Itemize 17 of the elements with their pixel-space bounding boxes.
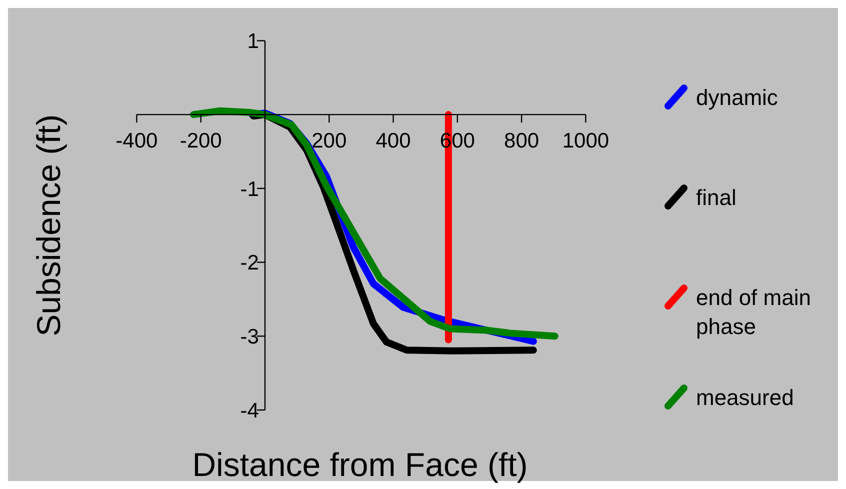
x-tick-label: 1000 <box>562 130 610 153</box>
y-axis-title: Subsidence (ft) <box>30 114 67 336</box>
y-tick-label: -3 <box>240 325 259 348</box>
x-tick-label: 200 <box>312 130 347 153</box>
legend-label: end of main phase <box>696 285 811 339</box>
x-tick-label: 400 <box>376 130 411 153</box>
y-tick-label: -2 <box>240 252 259 275</box>
legend-label: measured <box>696 385 794 410</box>
x-tick-label: -400 <box>116 130 158 153</box>
y-tick-label: -4 <box>240 399 260 422</box>
x-tick-label: 800 <box>504 130 540 153</box>
x-tick-label: -200 <box>180 130 222 153</box>
legend-label: dynamic <box>696 85 778 110</box>
y-tick-label: 1 <box>247 30 259 54</box>
x-axis-title: Distance from Face (ft) <box>192 446 528 483</box>
legend-label: final <box>696 185 736 210</box>
y-tick-label: -1 <box>240 178 259 201</box>
